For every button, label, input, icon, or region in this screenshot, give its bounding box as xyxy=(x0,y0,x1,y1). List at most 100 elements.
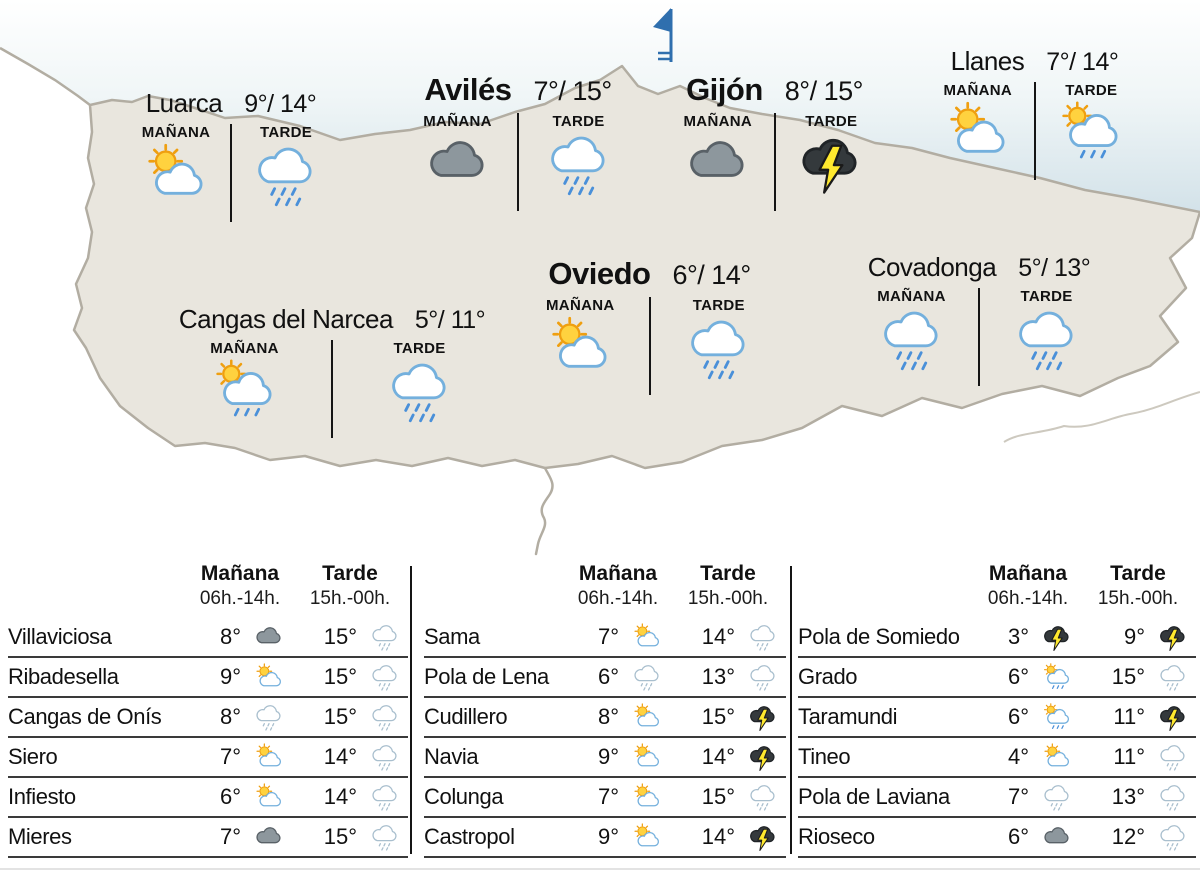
morning-weather-icon xyxy=(1034,783,1080,812)
morning-header: Mañana xyxy=(200,562,280,585)
afternoon-weather-icon xyxy=(362,703,408,732)
table-column-divider xyxy=(410,566,412,854)
southeast-faint-border xyxy=(1003,391,1200,443)
morning-temp: 7° xyxy=(219,824,241,849)
morning-weather-icon xyxy=(624,823,670,852)
locality-name: Tineo xyxy=(798,744,851,769)
city-forecast-cangas-del-narcea: Cangas del Narcea 5°/ 11° MAÑANA TARDE xyxy=(158,304,506,438)
afternoon-half: TARDE xyxy=(333,340,506,438)
morning-weather-icon xyxy=(246,823,292,852)
morning-label: MAÑANA xyxy=(210,340,279,357)
morning-half: MAÑANA xyxy=(122,124,230,222)
asturias-map xyxy=(0,0,1200,556)
table-row: Tineo 4° 11° xyxy=(798,738,1196,778)
afternoon-weather-icon xyxy=(1150,703,1196,732)
galicia-coastline xyxy=(0,46,91,106)
locality-name: Infiesto xyxy=(8,784,76,809)
afternoon-header: Tarde xyxy=(700,562,756,585)
afternoon-label: TARDE xyxy=(692,297,745,314)
city-name: Gijón xyxy=(686,72,763,107)
afternoon-weather-icon xyxy=(679,316,759,380)
morning-weather-icon xyxy=(1034,703,1080,732)
city-head: Avilés 7°/ 15° xyxy=(398,72,638,108)
city-temps: 7°/ 15° xyxy=(533,76,613,106)
morning-weather-icon xyxy=(246,623,292,652)
morning-weather-icon xyxy=(624,783,670,812)
city-temps: 8°/ 15° xyxy=(784,76,864,106)
table-row: Infiesto 6° 14° xyxy=(8,778,408,818)
morning-weather-icon xyxy=(1034,623,1080,652)
afternoon-weather-icon xyxy=(246,143,326,207)
morning-weather-icon xyxy=(246,783,292,812)
morning-weather-icon xyxy=(624,623,670,652)
period-divider xyxy=(648,297,651,395)
morning-temp: 6° xyxy=(1007,704,1029,729)
table-header-hours: 06h.-14h. 15h.-00h. xyxy=(424,588,786,610)
morning-half: MAÑANA xyxy=(662,113,774,211)
morning-weather-icon xyxy=(205,359,285,423)
table-header-hours: 06h.-14h. 15h.-00h. xyxy=(798,588,1196,610)
locality-name: Taramundi xyxy=(798,704,898,729)
locality-name: Cudillero xyxy=(424,704,508,729)
afternoon-temp: 14° xyxy=(323,744,357,769)
city-head: Luarca 9°/ 14° xyxy=(122,88,340,119)
city-name: Cangas del Narcea xyxy=(178,304,394,334)
afternoon-weather-icon xyxy=(1150,663,1196,692)
table-row: Castropol 9° 14° xyxy=(424,818,786,858)
table-row: Rioseco 6° 12° xyxy=(798,818,1196,858)
locality-name: Mieres xyxy=(8,824,72,849)
locality-name: Rioseco xyxy=(798,824,875,849)
afternoon-half: TARDE xyxy=(776,113,888,211)
morning-header: Mañana xyxy=(988,562,1068,585)
afternoon-temp: 15° xyxy=(323,664,357,689)
afternoon-temp: 15° xyxy=(1111,664,1145,689)
city-temps: 9°/ 14° xyxy=(244,90,317,118)
morning-temp: 9° xyxy=(597,744,619,769)
city-body: MAÑANA TARDE xyxy=(662,113,887,211)
locality-name: Sama xyxy=(424,624,480,649)
table-row: Pola de Lena 6° 13° xyxy=(424,658,786,698)
locality-name: Siero xyxy=(8,744,58,769)
morning-temp: 9° xyxy=(219,664,241,689)
city-forecast-llanes: Llanes 7°/ 14° MAÑANA TARDE xyxy=(922,46,1147,180)
morning-temp: 6° xyxy=(1007,824,1029,849)
afternoon-header: Tarde xyxy=(1110,562,1166,585)
afternoon-weather-icon xyxy=(1051,101,1131,165)
afternoon-temp: 14° xyxy=(323,784,357,809)
morning-weather-icon xyxy=(1034,823,1080,852)
table-row: Sama 7° 14° xyxy=(424,618,786,658)
southern-border-tail xyxy=(534,466,554,556)
table-row: Pola de Somiedo 3° 9° xyxy=(798,618,1196,658)
locality-name: Colunga xyxy=(424,784,504,809)
afternoon-label: TARDE xyxy=(259,124,313,141)
city-body: MAÑANA TARDE xyxy=(512,297,787,395)
city-body: MAÑANA TARDE xyxy=(845,288,1113,386)
city-temps: 5°/ 11° xyxy=(414,306,486,334)
afternoon-half: TARDE xyxy=(1036,82,1148,180)
afternoon-hours: 15h.-00h. xyxy=(309,588,391,609)
period-divider xyxy=(230,124,232,222)
morning-weather-icon xyxy=(624,743,670,772)
city-forecast-aviles: Avilés 7°/ 15° MAÑANA TARDE xyxy=(398,72,638,211)
afternoon-temp: 12° xyxy=(1111,824,1145,849)
locality-name: Grado xyxy=(798,664,858,689)
city-forecast-oviedo: Oviedo 6°/ 14° MAÑANA TARDE xyxy=(512,256,787,395)
table-header: Mañana Tarde xyxy=(424,562,786,586)
table-row: Ribadesella 9° 15° xyxy=(8,658,408,698)
afternoon-half: TARDE xyxy=(651,297,788,395)
afternoon-weather-icon xyxy=(362,743,408,772)
morning-header: Mañana xyxy=(578,562,658,585)
period-divider xyxy=(517,113,519,211)
locality-name: Villaviciosa xyxy=(8,624,112,649)
afternoon-label: TARDE xyxy=(393,340,446,357)
city-body: MAÑANA TARDE xyxy=(922,82,1147,180)
locality-name: Pola de Lena xyxy=(424,664,549,689)
morning-label: MAÑANA xyxy=(141,124,211,141)
table-row: Villaviciosa 8° 15° xyxy=(8,618,408,658)
table-row: Colunga 7° 15° xyxy=(424,778,786,818)
afternoon-weather-icon xyxy=(740,743,786,772)
morning-weather-icon xyxy=(1034,743,1080,772)
morning-weather-icon xyxy=(246,663,292,692)
asturias-landmass xyxy=(72,64,1200,470)
